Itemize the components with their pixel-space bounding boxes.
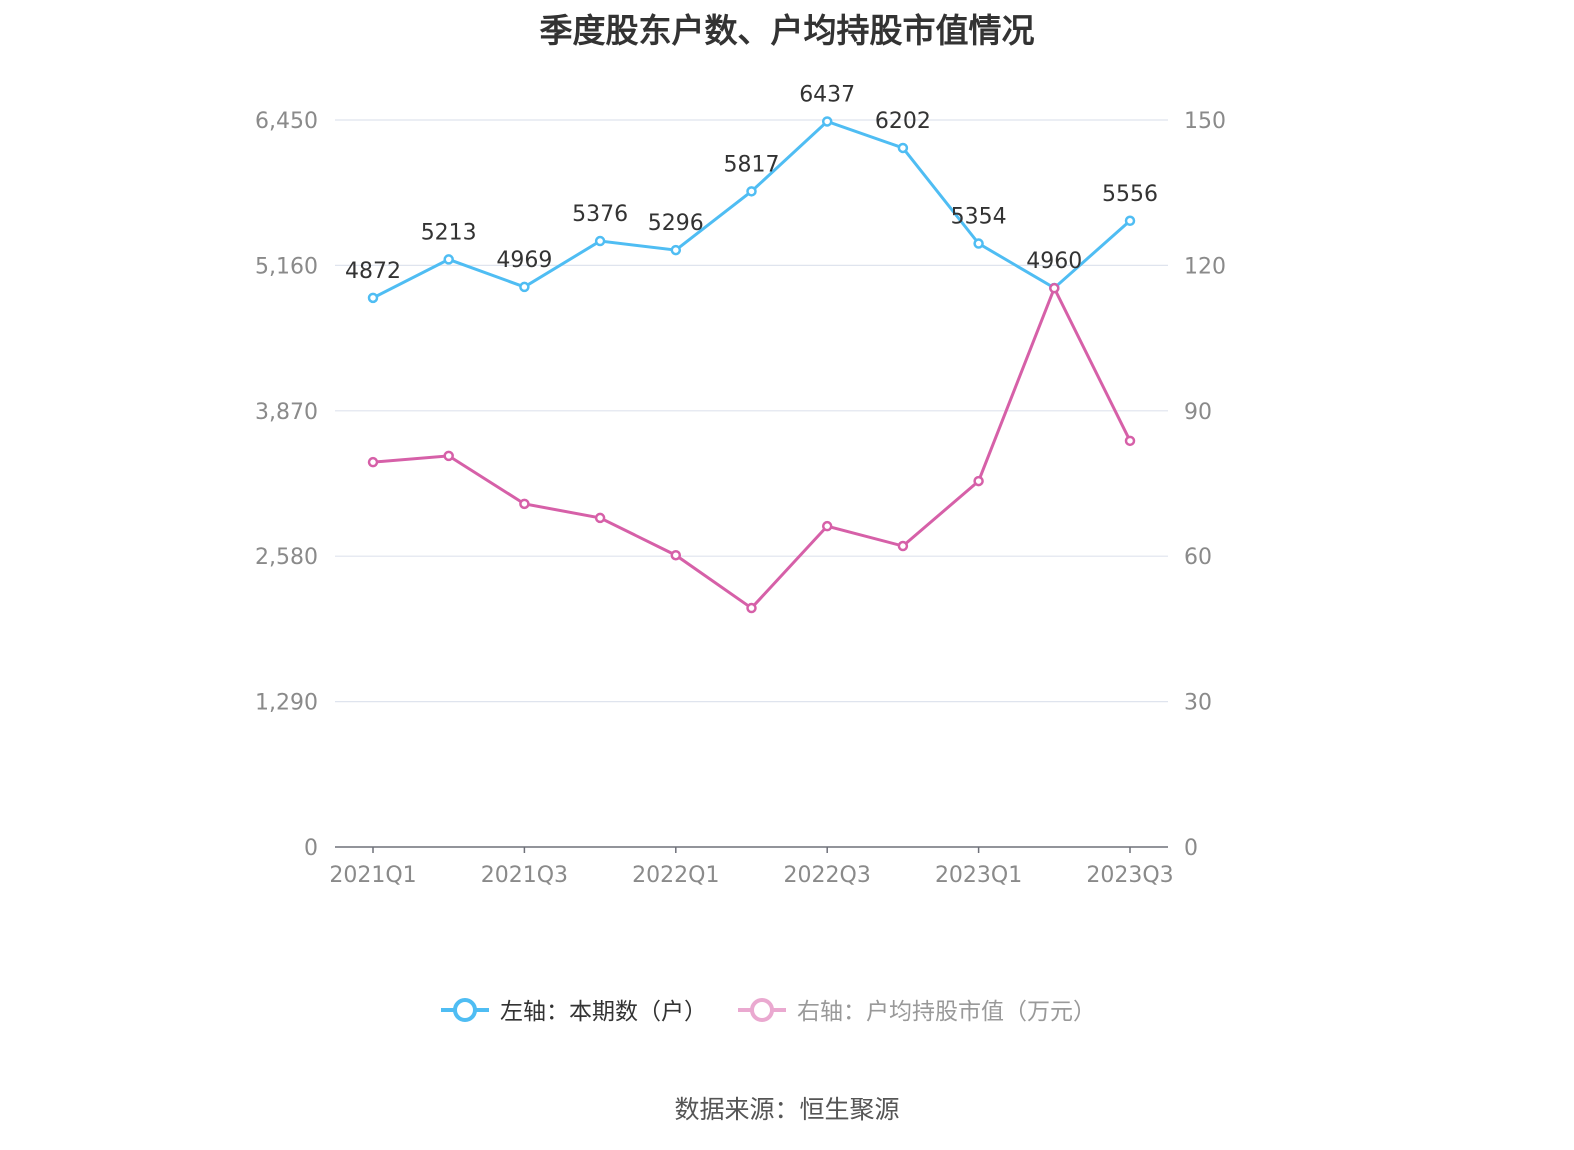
right-axis-tick: 60 (1184, 545, 1212, 570)
data-point (594, 512, 606, 524)
right-axis-tick: 150 (1184, 109, 1226, 134)
data-point (367, 292, 379, 304)
data-label: 5213 (421, 220, 477, 245)
data-point (973, 238, 984, 249)
chart-title: 季度股东户数、户均持股市值情况 (539, 11, 1035, 50)
right-axis-tick: 0 (1184, 836, 1198, 861)
data-label: 5817 (724, 152, 780, 177)
data-point (519, 281, 530, 293)
data-point (746, 186, 757, 197)
data-point (367, 456, 379, 468)
legend-marker-circle (453, 998, 477, 1022)
left-axis-tick: 5,160 (255, 254, 318, 279)
data-label: 5354 (951, 205, 1007, 230)
x-axis-tick: 2023Q3 (1086, 863, 1173, 888)
data-point (670, 244, 682, 256)
data-label: 4872 (345, 259, 401, 284)
data-label: 5376 (572, 202, 628, 227)
data-label: 4969 (496, 248, 552, 273)
data-point (821, 520, 833, 532)
data-source: 数据来源：恒生聚源 (674, 1095, 900, 1124)
right-axis-tick: 30 (1184, 691, 1212, 716)
series-line-2 (372, 284, 1132, 611)
x-axis-tick: 2021Q3 (481, 863, 568, 888)
series-line-1 (372, 119, 1131, 300)
left-axis-tick: 0 (304, 836, 318, 861)
data-point (519, 498, 530, 510)
data-point (821, 116, 833, 127)
data-point (1049, 282, 1060, 294)
x-axis-tick: 2022Q1 (632, 863, 719, 888)
data-point (1124, 215, 1136, 227)
data-point (973, 475, 984, 487)
data-point (746, 602, 757, 614)
right-axis-tick: 120 (1184, 254, 1226, 279)
x-axis-tick: 2021Q1 (329, 863, 416, 888)
data-point (443, 254, 454, 265)
data-point (897, 142, 909, 154)
data-point (594, 235, 606, 247)
data-label: 6437 (799, 82, 855, 107)
left-axis-tick: 1,290 (255, 691, 318, 716)
data-point (1124, 435, 1136, 447)
data-point (670, 549, 682, 561)
left-axis-tick: 3,870 (255, 400, 318, 425)
legend-item-left-axis: 左轴：本期数（户） (500, 999, 707, 1025)
data-label: 5296 (648, 211, 704, 236)
data-point (897, 540, 909, 552)
data-label: 6202 (875, 109, 931, 134)
data-label: 4960 (1026, 249, 1082, 274)
x-axis-tick: 2022Q3 (784, 863, 871, 888)
data-label: 5556 (1102, 182, 1158, 207)
right-axis-tick: 90 (1184, 400, 1212, 425)
legend-item-right-axis: 右轴：户均持股市值（万元） (797, 999, 1096, 1025)
legend-marker-circle (750, 998, 774, 1022)
left-axis-tick: 6,450 (255, 109, 318, 134)
left-axis-tick: 2,580 (255, 545, 318, 570)
x-axis-tick: 2023Q1 (935, 863, 1022, 888)
data-point (443, 450, 454, 462)
